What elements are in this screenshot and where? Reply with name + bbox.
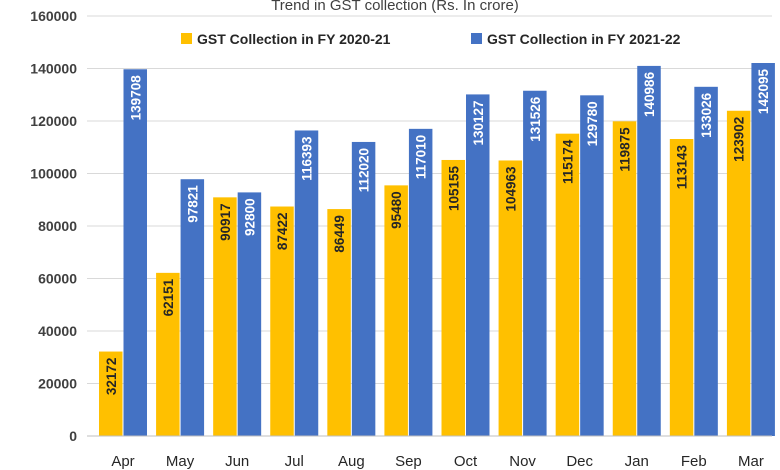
x-tick-label: Sep [395, 453, 422, 470]
y-tick-label: 80000 [38, 218, 77, 234]
bar-fy-2021-22 [466, 94, 490, 436]
x-tick-label: Apr [111, 453, 134, 470]
data-label: 133026 [699, 92, 714, 138]
bar-fy-2021-22 [237, 192, 262, 436]
bar-fy-2020-21 [441, 159, 465, 436]
x-tick-label: Jul [285, 453, 304, 470]
bar-fy-2021-22 [123, 69, 147, 436]
y-tick-label: 40000 [38, 323, 77, 339]
data-label: 113143 [675, 145, 690, 190]
data-label: 129780 [585, 101, 600, 146]
bar-fy-2020-21 [612, 121, 637, 436]
bar-fy-2020-21 [726, 110, 751, 436]
x-tick-label: Feb [681, 453, 707, 470]
y-tick-label: 140000 [30, 61, 77, 77]
x-tick-label: Aug [338, 453, 365, 470]
bar-fy-2020-21 [213, 197, 237, 436]
legend-label-fy-2020-21: GST Collection in FY 2020-21 [197, 31, 391, 47]
x-tick-label: Mar [738, 453, 764, 470]
bar-fy-2020-21 [156, 272, 180, 436]
bar-fy-2020-21 [555, 133, 580, 436]
y-tick-label: 0 [69, 428, 77, 444]
y-tick-label: 120000 [30, 113, 77, 129]
x-tick-label: Jan [625, 453, 649, 470]
data-label: 97821 [185, 185, 200, 223]
legend-label-fy-2021-22: GST Collection in FY 2021-22 [487, 31, 681, 47]
bar-fy-2021-22 [694, 86, 718, 436]
bar-fy-2021-22 [751, 63, 775, 437]
x-tick-label: Jun [225, 453, 249, 470]
y-tick-label: 100000 [30, 166, 77, 182]
bar-fy-2021-22 [523, 90, 547, 436]
data-label: 112020 [357, 148, 372, 192]
bar-fy-2021-22 [351, 141, 376, 436]
data-label: 123902 [732, 117, 747, 162]
data-label: 131526 [528, 96, 543, 142]
legend-swatch-fy-2021-22 [471, 33, 482, 44]
data-label: 142095 [756, 69, 771, 115]
data-label: 116393 [300, 136, 315, 181]
bar-fy-2021-22 [180, 179, 205, 436]
data-label: 105155 [446, 165, 461, 211]
data-label: 115174 [560, 139, 575, 184]
data-label: 139708 [128, 75, 143, 121]
chart-title: Trend in GST collection (Rs. In crore) [271, 0, 519, 14]
data-label: 32172 [104, 358, 119, 396]
y-tick-label: 60000 [38, 271, 77, 287]
bar-fy-2021-22 [408, 128, 433, 436]
data-label: 119875 [618, 127, 633, 172]
bar-fy-2020-21 [384, 185, 408, 436]
bars [99, 63, 775, 437]
bar-fy-2020-21 [669, 138, 694, 436]
data-label: 130127 [471, 100, 486, 145]
data-label: 104963 [503, 166, 518, 212]
bar-fy-2021-22 [294, 130, 319, 436]
bar-fy-2020-21 [498, 160, 523, 437]
data-label: 86449 [332, 215, 347, 253]
data-label: 90917 [218, 203, 233, 241]
x-tick-label: Oct [454, 453, 478, 470]
data-label: 117010 [414, 135, 429, 179]
y-tick-label: 160000 [30, 8, 77, 24]
bar-fy-2021-22 [580, 95, 604, 436]
bar-fy-2020-21 [99, 351, 123, 436]
data-labels: 32172 139708 62151 97821 90917 92800 87422 1163… [104, 69, 771, 396]
y-tick-label: 20000 [38, 376, 77, 392]
legend-swatch-fy-2020-21 [181, 33, 192, 44]
bar-fy-2021-22 [637, 65, 661, 437]
bar-fy-2020-21 [327, 209, 351, 436]
data-label: 95480 [389, 191, 404, 229]
x-tick-label: May [166, 453, 195, 470]
legend: GST Collection in FY 2020-21 GST Collect… [181, 31, 681, 47]
x-tick-label: Nov [509, 453, 536, 470]
x-tick-label: Dec [566, 453, 593, 470]
data-label: 62151 [161, 278, 176, 316]
data-label: 140986 [642, 71, 657, 117]
data-label: 87422 [275, 213, 290, 251]
bar-fy-2020-21 [270, 206, 294, 436]
axes: 0 20000 40000 60000 80000 100000 120000 140000 1… [30, 8, 772, 470]
data-label: 92800 [242, 198, 257, 236]
